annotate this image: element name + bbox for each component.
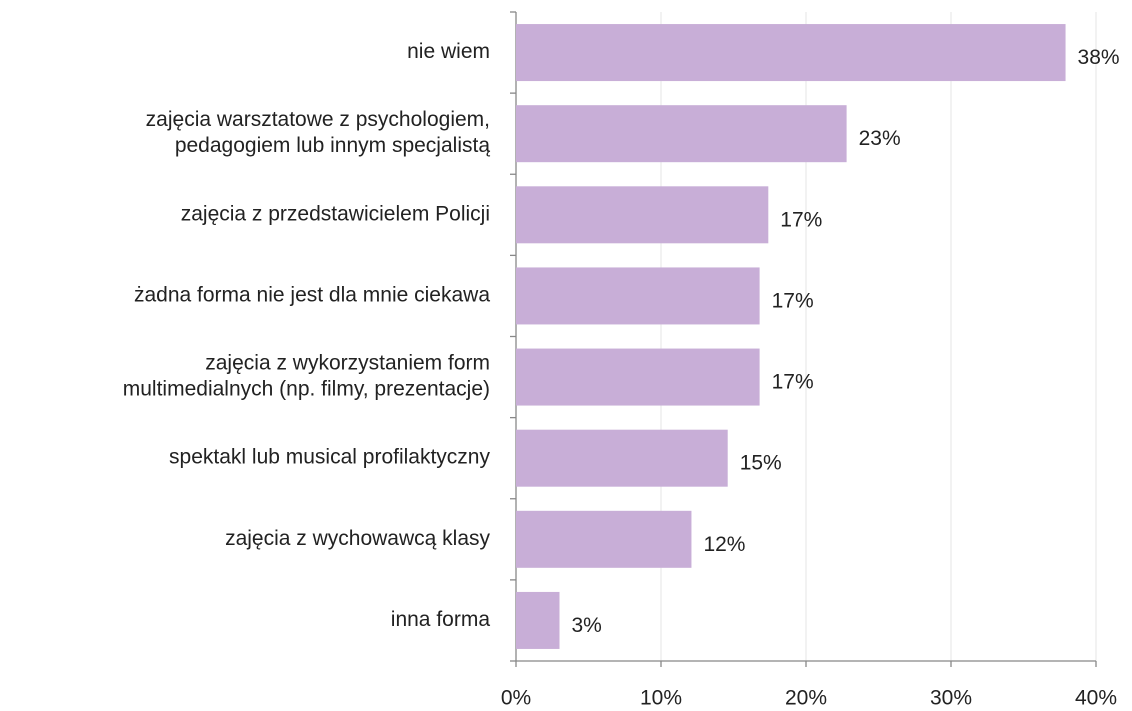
category-label: pedagogiem lub innym specjalistą (175, 134, 491, 157)
value-label: 15% (740, 452, 782, 475)
bar (516, 267, 760, 325)
value-label: 17% (780, 208, 822, 231)
category-label: spektakl lub musical profilaktyczny (169, 446, 490, 469)
value-label: 17% (772, 289, 814, 312)
category-label: multimedialnych (np. filmy, prezentacje) (123, 378, 490, 401)
x-tick-label: 40% (1075, 687, 1117, 710)
bar (516, 591, 560, 649)
bar (516, 24, 1066, 82)
x-tick-label: 20% (785, 687, 827, 710)
value-label: 38% (1078, 46, 1120, 69)
bar (516, 105, 847, 163)
bar (516, 429, 728, 487)
category-label: zajęcia z przedstawicielem Policji (181, 202, 490, 225)
x-tick-label: 30% (930, 687, 972, 710)
category-label: zajęcia z wykorzystaniem form (205, 352, 490, 375)
value-label: 23% (859, 127, 901, 150)
category-label: nie wiem (407, 40, 490, 63)
value-label: 17% (772, 371, 814, 394)
value-label: 3% (572, 614, 602, 637)
x-tick-label: 0% (501, 687, 531, 710)
category-label: zajęcia warsztatowe z psychologiem, (146, 108, 490, 131)
category-label: inna forma (391, 608, 491, 631)
category-label: zajęcia z wychowawcą klasy (225, 527, 490, 550)
category-label: żadna forma nie jest dla mnie ciekawa (134, 283, 490, 306)
bar (516, 348, 760, 406)
bar (516, 186, 769, 244)
x-tick-label: 10% (640, 687, 682, 710)
value-label: 12% (703, 533, 745, 556)
bar (516, 510, 692, 568)
